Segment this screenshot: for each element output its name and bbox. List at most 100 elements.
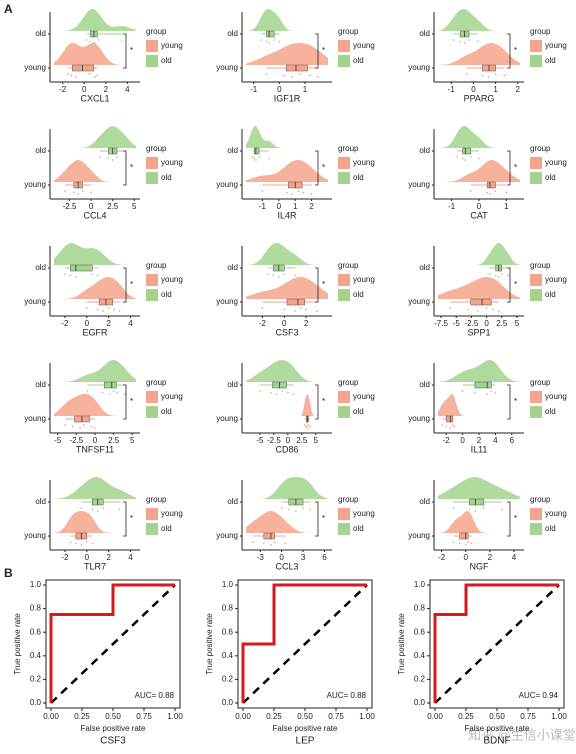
- point: [261, 190, 264, 192]
- point: [302, 191, 305, 194]
- x-axis-label: IL4R: [277, 210, 297, 220]
- y-tick-label: 0.0: [30, 698, 42, 707]
- point: [91, 508, 94, 511]
- x-tick-label: 4: [493, 436, 498, 445]
- legend-label: young: [353, 509, 375, 518]
- point: [295, 510, 297, 512]
- point: [501, 508, 503, 511]
- legend-label: old: [161, 407, 172, 416]
- legend-title: group: [338, 144, 359, 153]
- y-tick-label: old: [227, 146, 238, 155]
- legend-swatch: [146, 274, 158, 286]
- x-tick-label: -1: [259, 202, 267, 211]
- y-axis-label: True positive rate: [397, 613, 406, 675]
- point: [118, 508, 121, 511]
- point: [94, 427, 96, 429]
- point: [281, 390, 284, 392]
- legend-title: group: [530, 261, 551, 270]
- x-tick-label: 4: [128, 319, 133, 328]
- legend-swatch: [530, 289, 542, 301]
- y-tick-label: young: [408, 297, 430, 306]
- density: [246, 477, 328, 499]
- point: [85, 39, 88, 41]
- point: [94, 42, 96, 44]
- legend-title: group: [530, 27, 551, 36]
- box: [104, 381, 117, 389]
- legend-label: young: [545, 275, 567, 284]
- legend-title: group: [146, 144, 167, 153]
- y-tick-label: young: [24, 414, 46, 423]
- y-tick-label: old: [35, 497, 46, 506]
- point: [306, 427, 309, 429]
- x-tick-label: 0.25: [74, 712, 90, 721]
- x-tick-label: 0: [279, 553, 284, 562]
- density: [438, 9, 520, 31]
- x-axis-label: TNFSF11: [76, 444, 114, 454]
- x-tick-label: -2: [61, 553, 69, 562]
- y-tick-label: old: [419, 29, 430, 38]
- point: [107, 307, 110, 309]
- y-tick-label: 0.0: [414, 698, 426, 707]
- significance-bracket: [507, 33, 511, 69]
- x-tick-label: 0.25: [458, 712, 474, 721]
- legend-title: group: [338, 261, 359, 270]
- x-tick-label: -1: [448, 85, 456, 94]
- x-tick-label: 1.00: [551, 712, 567, 721]
- y-tick-label: old: [35, 146, 46, 155]
- point: [262, 542, 265, 545]
- box: [469, 498, 485, 506]
- x-tick-label: -5: [453, 319, 461, 328]
- x-axis-label: CSF3: [275, 327, 298, 337]
- point: [490, 390, 493, 392]
- significance-label: *: [322, 397, 325, 406]
- x-tick-label: 0: [277, 85, 282, 94]
- y-tick-label: 0.2: [414, 675, 426, 684]
- significance-bracket: [315, 33, 319, 69]
- box: [474, 381, 492, 389]
- x-tick-label: -2: [59, 85, 67, 94]
- density: [246, 9, 328, 31]
- x-tick-label: 0: [464, 553, 469, 562]
- point: [97, 39, 100, 41]
- legend-swatch: [338, 523, 350, 535]
- point: [96, 274, 99, 277]
- point: [74, 542, 77, 545]
- density: [246, 511, 328, 533]
- y-tick-label: young: [24, 180, 46, 189]
- legend-label: young: [353, 275, 375, 284]
- point: [309, 508, 312, 511]
- point: [252, 541, 255, 543]
- x-tick-label: -2.5: [465, 319, 479, 328]
- significance-bracket: [507, 384, 511, 420]
- x-tick-label: 0: [460, 436, 465, 445]
- significance-bracket: [315, 384, 319, 420]
- significance-label: *: [514, 397, 517, 406]
- x-tick-label: 2: [104, 85, 109, 94]
- y-tick-label: young: [216, 297, 238, 306]
- density: [54, 243, 136, 265]
- point: [277, 276, 280, 278]
- point: [465, 73, 468, 75]
- x-tick-label: -2: [443, 436, 451, 445]
- point: [80, 507, 83, 509]
- density: [438, 160, 520, 182]
- x-tick-label: 2: [106, 319, 111, 328]
- x-tick-label: 0: [484, 319, 489, 328]
- x-tick-label: 0.50: [105, 712, 121, 721]
- panel-label: A: [4, 2, 13, 16]
- y-tick-label: old: [35, 29, 46, 38]
- point: [102, 507, 105, 509]
- box: [266, 30, 275, 38]
- significance-bracket: [507, 150, 511, 186]
- box: [470, 298, 492, 306]
- legend-label: old: [545, 524, 556, 533]
- x-tick-label: 0: [277, 202, 282, 211]
- x-axis-label: IL11: [471, 444, 488, 454]
- legend-label: young: [161, 509, 183, 518]
- density: [54, 43, 136, 65]
- x-tick-label: 0: [93, 436, 98, 445]
- x-tick-label: 2.5: [296, 436, 308, 445]
- point: [441, 424, 443, 426]
